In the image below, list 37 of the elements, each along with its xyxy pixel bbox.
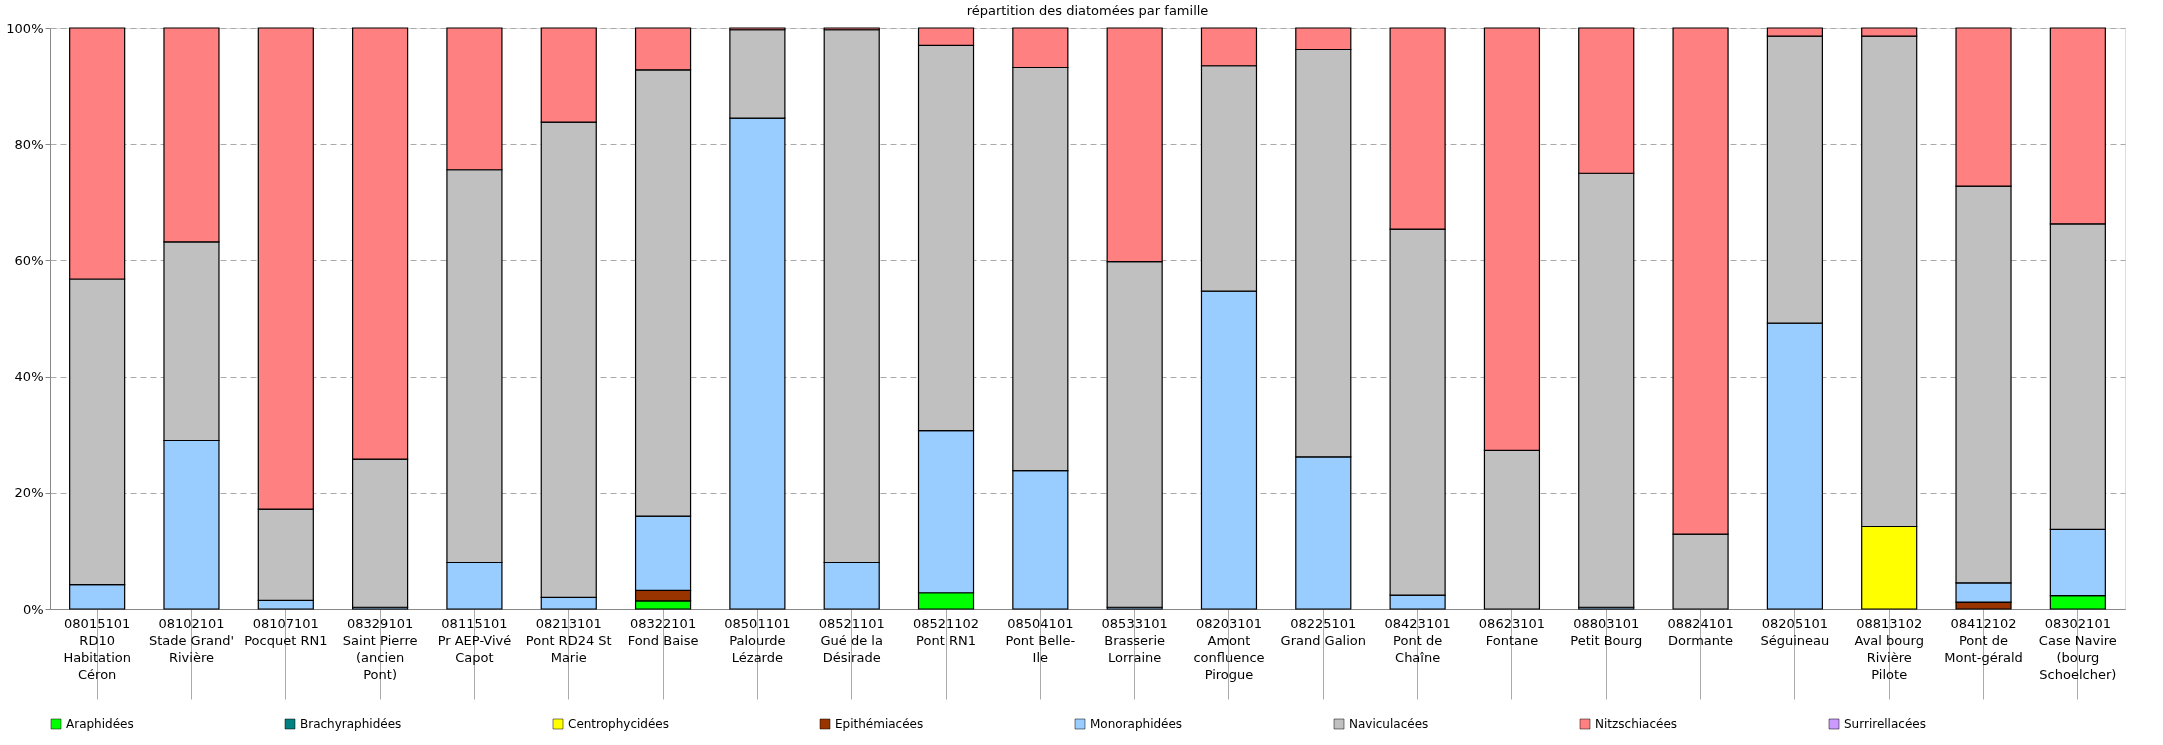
legend-label: Monoraphidées [1090,717,1183,731]
y-tick-label: 20% [14,485,44,501]
x-tick-label: 08015101 RD10 Habitation Céron [63,615,131,682]
x-tick-label: 08521101 Gué de la Désirade [818,615,885,665]
x-tick-label: 08412102 Pont de Mont-gérald [1944,615,2023,665]
x-tick-label: 08115101 Pr AEP-Vivé Capot [437,615,512,665]
y-tick-label: 60% [14,252,44,268]
x-tick-label: 08329101 Saint Pierre (ancien Pont) [342,615,418,682]
x-tick-label: 08813102 Aval bourg Rivière Pilote [1854,615,1924,682]
x-tick-label: 08533101 Brasserie Lorraine [1101,615,1168,665]
x-tick-label: 08521102 Pont RN1 [912,615,980,648]
x-tick-label: 08225101 Grand Galion [1280,615,1367,648]
x-tick-label: 08423101 Pont de Chaîne [1384,615,1451,665]
legend-label: Naviculacées [1349,717,1429,731]
legend-label: Epithémiacées [835,717,924,731]
x-tick-label: 08302101 Case Navire (bourg Schoelcher) [2038,615,2117,682]
legend-label: Surrirellacées [1844,717,1926,731]
chart-title: répartition des diatomées par famille [966,3,1209,18]
y-tick-label: 80% [14,136,44,152]
x-tick-label: 08102101 Stade Grand' Rivière [148,615,235,665]
legend-label: Centrophycidées [568,717,669,731]
x-tick-label: 08322101 Fond Baise [627,615,699,648]
legend-label: Nitzschiacées [1595,717,1678,731]
x-tick-label: 08623101 Fontane [1478,615,1546,648]
legend-label: Brachyraphidées [300,717,402,731]
y-tick-label: 100% [6,20,44,36]
legend-label: Araphidées [66,717,134,731]
x-tick-label: 08824101 Dormante [1667,615,1734,648]
y-tick-label: 0% [22,601,44,617]
x-tick-label: 08501101 Palourde Lézarde [724,615,791,665]
x-tick-label: 08205101 Séguineau [1760,615,1830,648]
x-tick-label: 08504101 Pont Belle-Ile [1005,615,1076,665]
x-tick-label: 08107101 Pocquet RN1 [244,615,328,648]
x-tick-label: 08213101 Pont RD24 St Marie [525,615,612,665]
x-tick-label: 08803101 Petit Bourg [1570,615,1643,648]
x-tick-label: 08203101 Amont confluence Pirogue [1193,615,1265,682]
y-tick-label: 40% [14,369,44,385]
